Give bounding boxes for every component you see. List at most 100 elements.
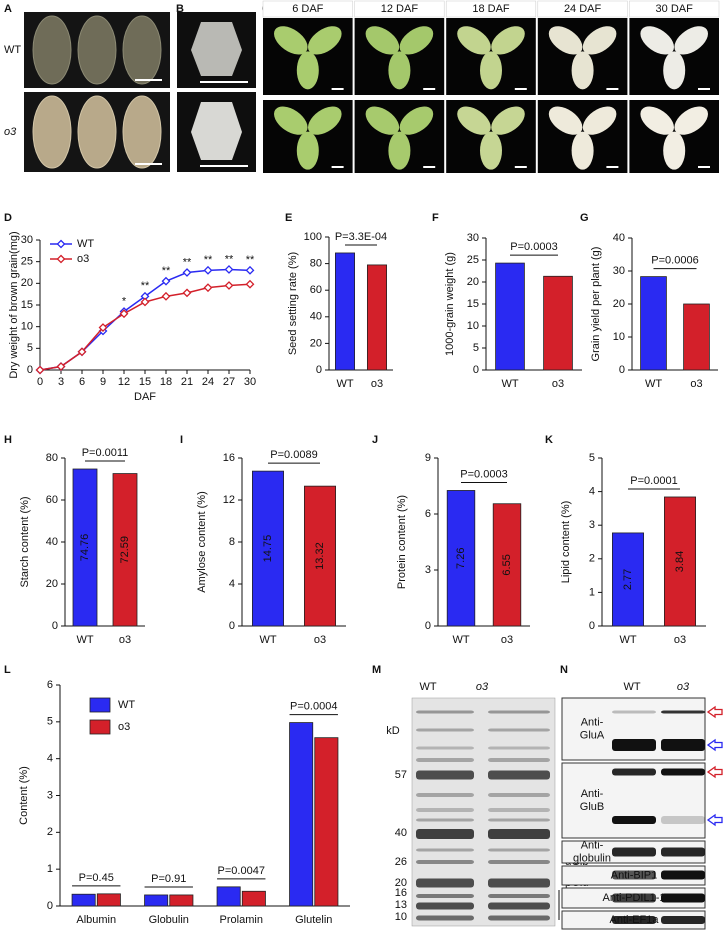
blot-band [661,739,705,751]
marker-label: 13 [395,899,407,911]
stage-header [629,0,720,18]
x-tick-label: WT [619,634,636,646]
y-axis-label: Content (%) [18,766,30,825]
grain [399,106,434,135]
y-tick-label: 10 [467,320,479,332]
legend-marker [56,239,66,249]
x-tick-label: WT [452,634,469,646]
grain [674,26,708,55]
stage-label: 6 DAF [292,3,323,15]
y-tick-label: 2 [589,553,595,565]
y-tick-label: 10 [21,321,33,333]
panel-label: M [372,664,381,676]
blot-band [661,816,705,824]
antibody-label: Anti-BIP1 [611,869,657,881]
marker-label: 20 [395,877,407,889]
y-tick-label: 3 [589,519,595,531]
marker-label: 40 [395,827,407,839]
y-axis-label: Grain yield per plant (g) [590,247,602,362]
y-tick-label: 1 [589,586,595,598]
gel-band [488,860,550,864]
data-point [77,347,87,357]
y-tick-label: 0 [589,620,595,632]
lane-label: WT [419,681,436,693]
legend-label: WT [118,699,135,711]
grain [308,26,342,55]
p-value-label: P=0.0089 [270,449,317,461]
x-tick-label: Albumin [76,914,116,926]
x-tick-label: o3 [690,378,702,390]
legend-marker [56,254,66,264]
y-tick-label: 60 [46,494,58,506]
panel-label: K [545,434,553,446]
gel-band [416,746,474,750]
x-tick-label: o3 [674,634,686,646]
gel-band [416,860,474,864]
y-tick-label: 8 [229,536,235,548]
y-tick-label: 20 [21,277,33,289]
y-tick-label: 4 [47,753,53,765]
arrow [706,705,723,719]
bar [216,886,241,907]
marker-label: 10 [395,911,407,923]
stage-header [354,0,445,18]
stage-label: 18 DAF [472,3,510,15]
gel-band [416,848,474,852]
blot-band [612,847,656,857]
grain [365,26,400,55]
lane-label: WT [623,681,640,693]
gel-band [416,710,474,714]
gel-band [416,902,474,910]
data-point [224,265,234,274]
grain [365,106,400,135]
gel-band [416,808,474,812]
grain [582,26,617,55]
y-axis-label: Protein content (%) [396,495,408,589]
y-tick-label: 20 [613,298,625,310]
arrow [706,813,723,827]
x-tick-label: 6 [79,376,85,388]
y-axis-label: 1000-grain weight (g) [444,252,456,356]
blot-band [661,893,705,903]
value-label: 13.32 [314,542,326,570]
y-tick-label: 25 [21,256,33,268]
gel-band [488,915,550,921]
bar [71,893,96,907]
x-tick-label: WT [76,634,93,646]
blot-band [612,710,656,714]
value-label: 74.76 [79,534,91,562]
significance-label: ** [225,253,234,265]
y-tick-label: 6 [425,508,431,520]
grain [32,95,72,169]
bar [683,303,710,371]
gel-band [488,848,550,852]
y-tick-label: 0 [473,364,479,376]
x-tick-label: o3 [119,634,131,646]
y-tick-label: 0 [619,364,625,376]
p-value-label: P=0.0011 [82,447,129,459]
data-point [245,279,255,289]
x-tick-label: WT [336,378,353,390]
p-value-label: P=0.0006 [651,255,698,267]
p-value-label: P=0.91 [151,873,186,885]
y-tick-label: 40 [310,311,322,323]
significance-label: * [122,295,127,307]
y-tick-label: 30 [21,234,33,246]
y-tick-label: 1 [47,863,53,875]
legend-label: o3 [77,253,89,265]
x-tick-label: o3 [314,634,326,646]
gel-band [488,902,550,910]
bar [303,485,336,627]
grain [457,26,491,55]
grain [571,131,594,170]
x-tick-label: o3 [371,378,383,390]
y-tick-label: 16 [223,452,235,464]
y-axis-label: Starch content (%) [19,496,31,587]
y-tick-label: 25 [467,254,479,266]
x-tick-label: 24 [202,376,214,388]
y-tick-label: 100 [304,231,322,243]
panel-label: N [560,664,568,676]
blot-band [661,916,705,924]
significance-label: ** [141,280,150,292]
grain [548,26,583,55]
